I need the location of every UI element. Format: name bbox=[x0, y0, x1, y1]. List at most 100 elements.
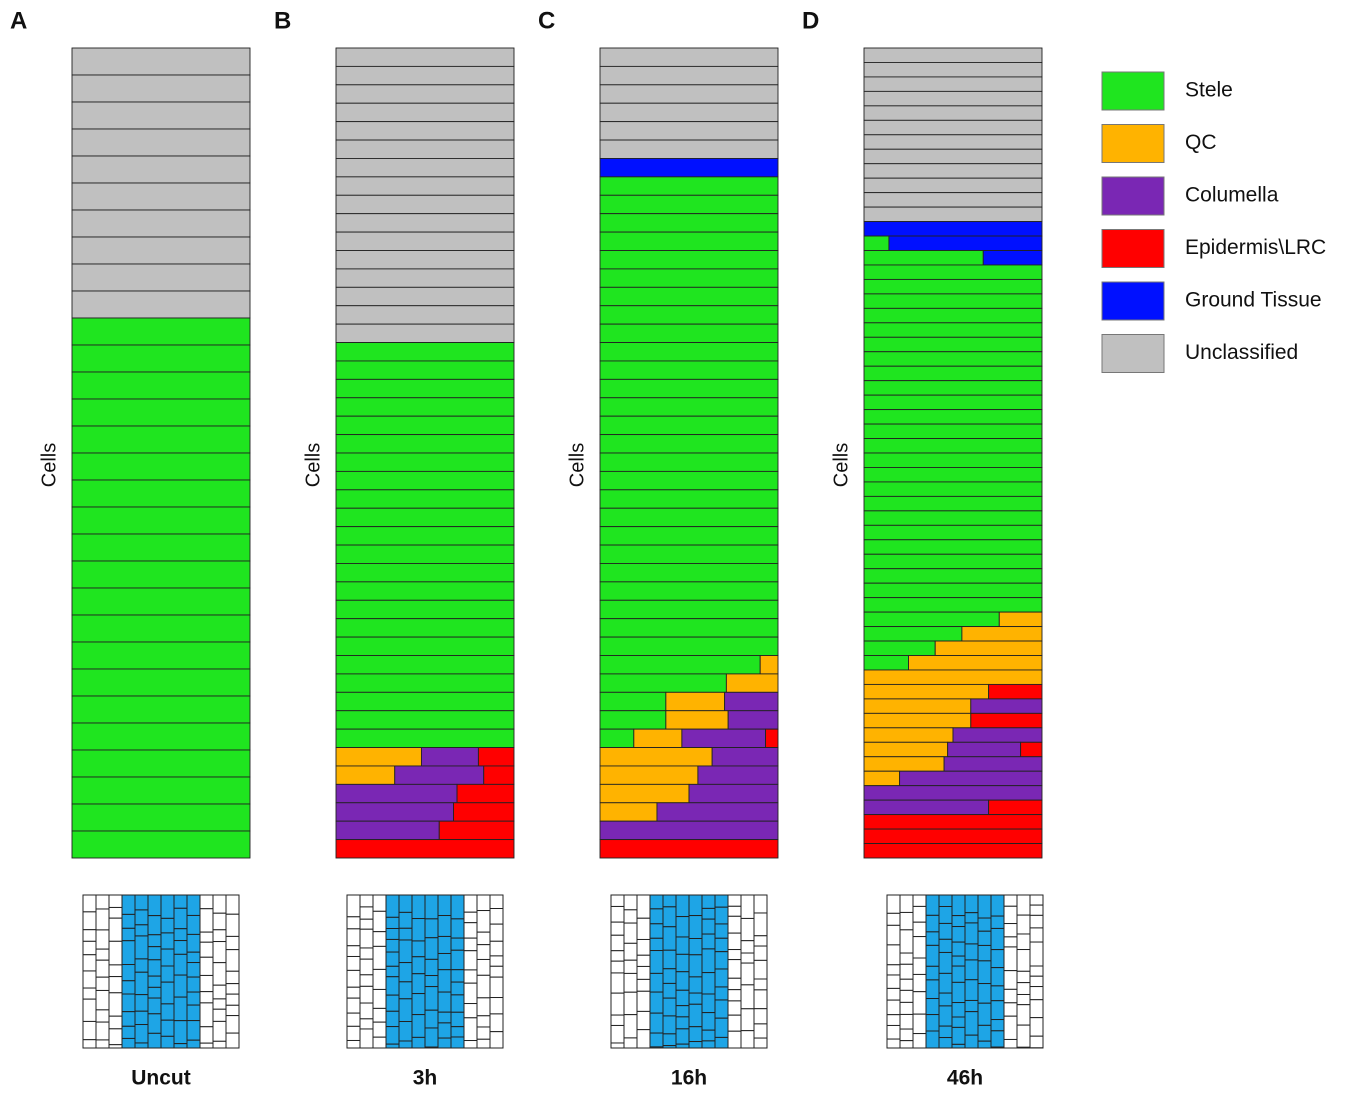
root-cell bbox=[1004, 1003, 1017, 1016]
cell-segment bbox=[600, 527, 778, 545]
root-cell bbox=[464, 970, 477, 983]
root-cell bbox=[624, 923, 637, 943]
root-cell bbox=[412, 974, 425, 994]
root-cell bbox=[451, 970, 464, 982]
root-cell bbox=[728, 978, 741, 989]
cell-segment bbox=[983, 251, 1042, 265]
root-cell bbox=[122, 941, 135, 965]
root-cell bbox=[187, 934, 200, 952]
cell-segment bbox=[72, 399, 250, 426]
cell-segment bbox=[600, 729, 634, 747]
root-cell bbox=[373, 989, 386, 1008]
root-cell bbox=[913, 1034, 926, 1048]
root-cell bbox=[965, 980, 978, 1001]
root-cell bbox=[347, 1026, 360, 1040]
cell-segment bbox=[72, 156, 250, 183]
root-cell bbox=[174, 975, 187, 997]
cell-segment bbox=[864, 352, 1042, 366]
root-cell bbox=[939, 923, 952, 939]
cell-segment bbox=[726, 674, 778, 692]
root-cell bbox=[965, 1035, 978, 1048]
cell-segment bbox=[336, 821, 439, 839]
root-cell bbox=[148, 935, 161, 947]
root-cell bbox=[650, 992, 663, 1013]
root-cell bbox=[187, 915, 200, 934]
root-cell bbox=[226, 994, 239, 1005]
cell-segment bbox=[864, 757, 944, 771]
root-cell bbox=[754, 1009, 767, 1024]
root-cell bbox=[464, 938, 477, 951]
root-cell bbox=[122, 994, 135, 1012]
cell-segment bbox=[336, 48, 514, 66]
cell-segment bbox=[864, 410, 1042, 424]
root-cell bbox=[490, 998, 503, 1014]
root-cell bbox=[952, 982, 965, 1002]
cell-segment bbox=[72, 642, 250, 669]
root-cell bbox=[438, 895, 451, 916]
y-axis-label: Cells bbox=[830, 443, 852, 487]
root-cell bbox=[399, 963, 412, 982]
cell-segment bbox=[336, 122, 514, 140]
cell-segment bbox=[864, 453, 1042, 467]
cell-segment bbox=[600, 600, 778, 618]
cell-segment bbox=[600, 66, 778, 84]
root-cell bbox=[161, 1020, 174, 1036]
cell-segment bbox=[864, 641, 935, 655]
root-cell bbox=[715, 1000, 728, 1018]
root-cell bbox=[109, 1029, 122, 1045]
root-cell bbox=[887, 975, 900, 988]
root-cell bbox=[83, 930, 96, 942]
root-cell bbox=[913, 906, 926, 922]
root-cell bbox=[187, 977, 200, 992]
root-cell bbox=[96, 1010, 109, 1022]
root-cell bbox=[663, 998, 676, 1016]
root-cell bbox=[887, 945, 900, 965]
root-cell bbox=[650, 895, 663, 909]
cell-segment bbox=[336, 784, 457, 802]
root-cell bbox=[689, 993, 702, 1004]
root-cell bbox=[464, 1041, 477, 1048]
cell-segment bbox=[600, 361, 778, 379]
root-cell bbox=[926, 945, 939, 966]
root-cell bbox=[83, 1021, 96, 1039]
root-cell bbox=[887, 1039, 900, 1048]
cell-segment bbox=[600, 619, 778, 637]
root-cell bbox=[676, 1044, 689, 1048]
root-cell bbox=[978, 895, 991, 918]
root-cell bbox=[1004, 947, 1017, 971]
root-cell bbox=[1030, 1036, 1043, 1048]
root-cell bbox=[689, 916, 702, 939]
cell-segment bbox=[72, 102, 250, 129]
cell-segment bbox=[72, 777, 250, 804]
cell-segment bbox=[864, 251, 983, 265]
root-cell bbox=[200, 992, 213, 1003]
cell-segment bbox=[864, 670, 1042, 684]
root-cell bbox=[991, 916, 1004, 928]
root-cell bbox=[637, 918, 650, 939]
cell-segment bbox=[864, 91, 1042, 105]
root-cell bbox=[754, 1038, 767, 1048]
root-cell bbox=[952, 1044, 965, 1048]
root-cell bbox=[1017, 983, 1030, 995]
root-cell bbox=[1017, 915, 1030, 934]
panel-label: B bbox=[274, 7, 291, 34]
root-cell bbox=[148, 947, 161, 960]
root-cell bbox=[913, 937, 926, 958]
root-cell bbox=[109, 993, 122, 1016]
root-cell bbox=[991, 1047, 1004, 1048]
cell-segment bbox=[336, 195, 514, 213]
root-cell bbox=[728, 1015, 741, 1031]
cell-segment bbox=[864, 496, 1042, 510]
root-cell bbox=[1030, 895, 1043, 905]
root-cell bbox=[1017, 895, 1030, 915]
root-cell bbox=[122, 1038, 135, 1048]
root-cell bbox=[83, 988, 96, 999]
root-cell bbox=[728, 916, 741, 933]
cell-segment bbox=[682, 729, 766, 747]
root-cell bbox=[991, 1001, 1004, 1020]
cell-segment bbox=[336, 232, 514, 250]
root-cell bbox=[122, 928, 135, 940]
root-cell bbox=[1004, 971, 1017, 990]
root-cell bbox=[226, 971, 239, 983]
root-cell bbox=[913, 895, 926, 906]
